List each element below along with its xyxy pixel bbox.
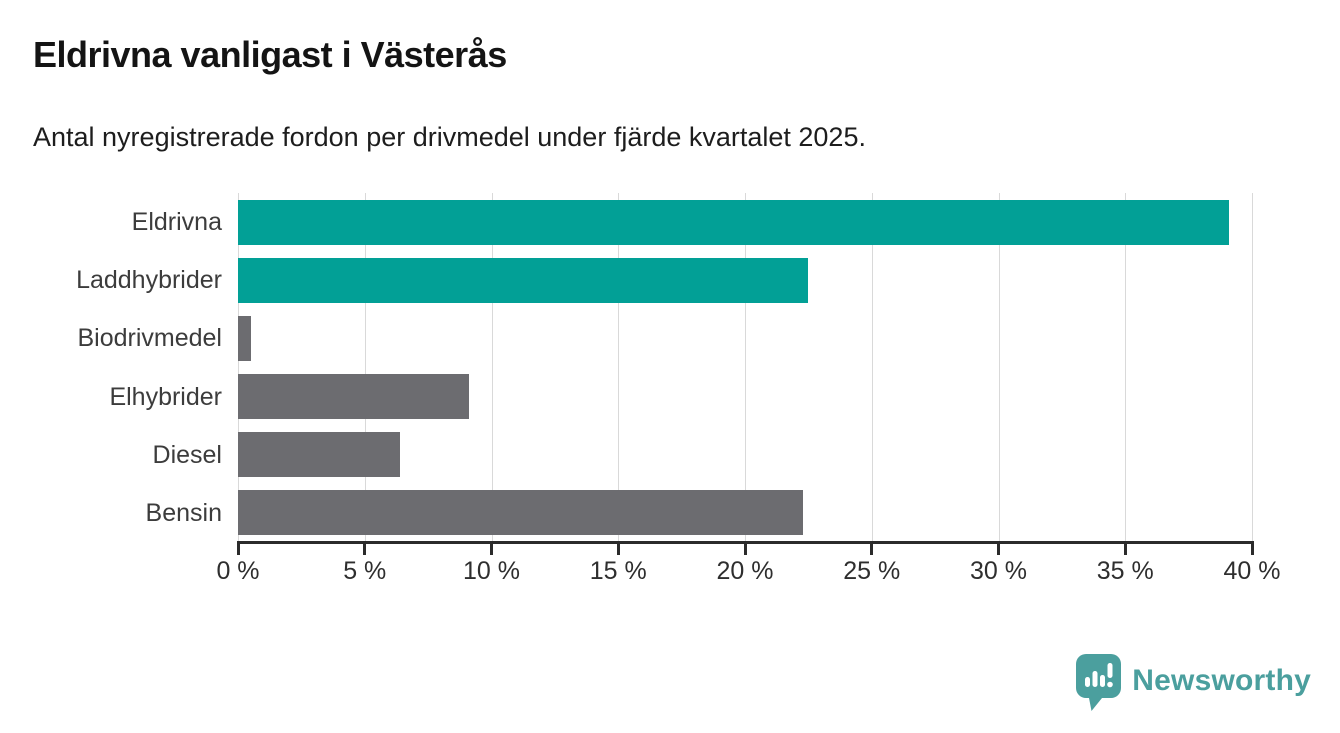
x-axis-tick: [236, 541, 240, 555]
gridline: [618, 193, 620, 542]
bar-eldrivna: [238, 199, 1230, 245]
x-axis-tick: [363, 541, 367, 555]
category-label-laddhybrider: Laddhybrider: [76, 266, 222, 295]
x-axis-tick: [997, 541, 1000, 555]
bar-elhybrider: [238, 374, 469, 420]
category-label-biodrivmedel: Biodrivmedel: [77, 324, 222, 353]
x-axis-tick-label: 5 %: [343, 557, 387, 585]
x-axis-tick-label: 40 %: [1223, 557, 1281, 585]
x-axis-tick-label: 30 %: [970, 557, 1027, 585]
x-axis-tick: [743, 541, 747, 555]
x-axis-tick: [1123, 541, 1127, 555]
x-axis-tick-label: 10 %: [463, 557, 520, 585]
category-label-diesel: Diesel: [152, 440, 222, 469]
x-axis-tick: [1250, 541, 1254, 555]
bar-laddhybrider: [238, 257, 809, 303]
plot-area: [238, 193, 1253, 542]
x-axis-tick-label: 15 %: [589, 557, 647, 585]
bar-bensin: [238, 490, 804, 536]
x-axis-tick-label: 35 %: [1096, 557, 1154, 585]
x-axis-tick: [490, 541, 493, 555]
x-axis-tick-label: 25 %: [843, 557, 901, 585]
brand-footer: Newsworthy: [1076, 654, 1311, 717]
bar-biodrivmedel: [238, 315, 251, 361]
chart-subtitle: Antal nyregistrerade fordon per drivmede…: [33, 122, 866, 152]
bar-diesel: [238, 432, 401, 478]
category-label-elhybrider: Elhybrider: [109, 382, 222, 411]
x-axis-tick: [616, 541, 620, 555]
gridline: [364, 193, 366, 542]
chart-title: Eldrivna vanligast i Västerås: [33, 34, 507, 75]
brand-name: Newsworthy: [1132, 663, 1311, 697]
x-axis-tick: [870, 541, 874, 555]
gridline: [1252, 193, 1253, 542]
category-label-bensin: Bensin: [145, 498, 222, 527]
gridline: [745, 193, 746, 542]
gridline: [1125, 193, 1127, 542]
gridline: [491, 193, 493, 542]
category-label-eldrivna: Eldrivna: [131, 208, 222, 237]
x-axis-tick-label: 20 %: [716, 557, 774, 585]
newsworthy-speech-bubble-chart-icon: [1076, 654, 1122, 717]
gridline: [871, 193, 873, 542]
gridline: [998, 193, 1000, 542]
x-axis-tick-label: 0 %: [216, 557, 260, 585]
gridline: [238, 193, 239, 542]
